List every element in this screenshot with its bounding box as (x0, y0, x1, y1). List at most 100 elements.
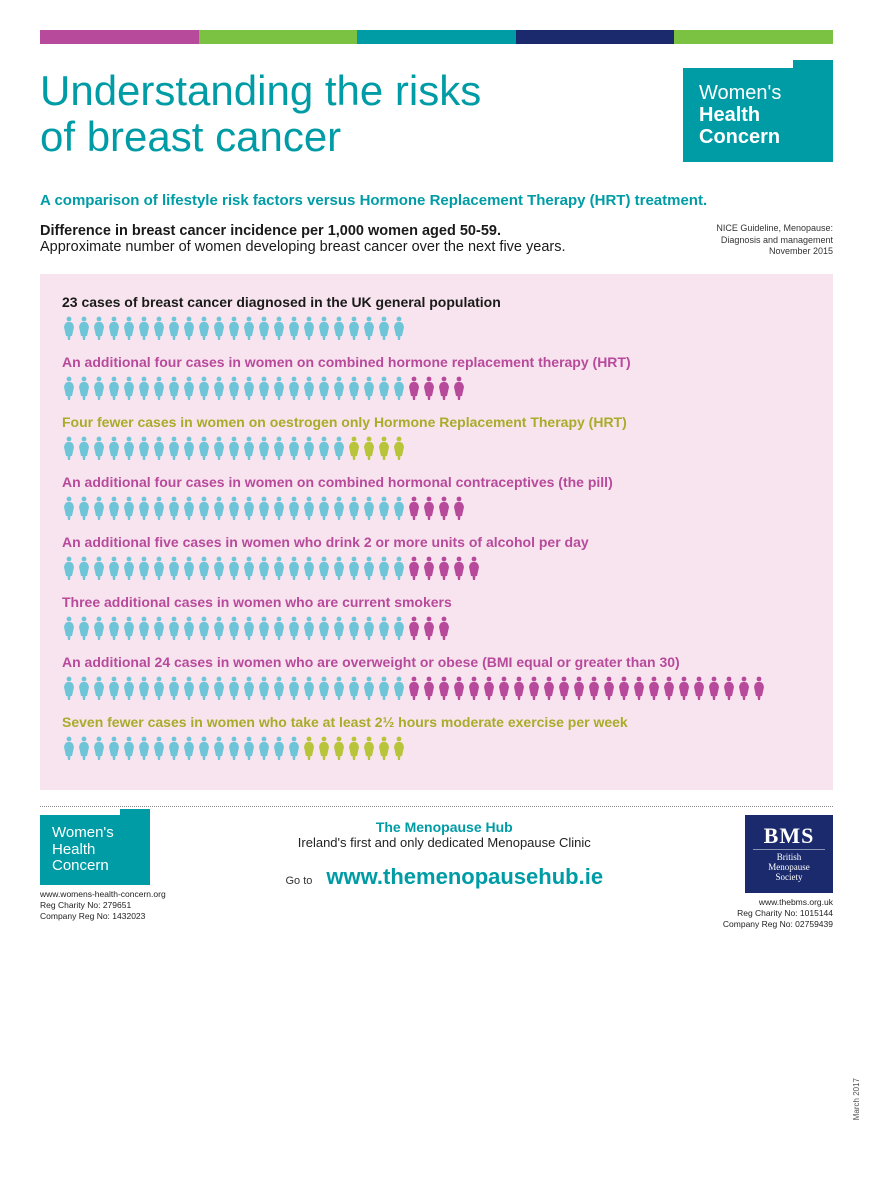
person-icon (227, 436, 241, 460)
person-icon (317, 496, 331, 520)
person-icon (302, 316, 316, 340)
person-icon (392, 676, 406, 700)
person-icon (257, 556, 271, 580)
person-icon (182, 316, 196, 340)
risk-row: Seven fewer cases in women who take at l… (62, 714, 811, 760)
risk-label: Four fewer cases in women on oestrogen o… (62, 414, 811, 430)
person-icon (512, 676, 526, 700)
risk-row: An additional five cases in women who dr… (62, 534, 811, 580)
person-icon (287, 556, 301, 580)
footer-bms: BMS British Menopause Society www.thebms… (723, 815, 833, 930)
person-icon (122, 316, 136, 340)
person-icon (92, 556, 106, 580)
person-icon (62, 616, 76, 640)
person-icon (137, 736, 151, 760)
person-icon (437, 676, 451, 700)
hub-title: The Menopause Hub (186, 819, 703, 835)
person-icon (407, 556, 421, 580)
person-icon (272, 676, 286, 700)
footer-divider (40, 806, 833, 807)
footer: Women's Health Concern www.womens-health… (40, 815, 833, 930)
risk-label: An additional four cases in women on com… (62, 354, 811, 370)
person-icon (197, 496, 211, 520)
person-icon (377, 676, 391, 700)
person-icon (77, 556, 91, 580)
hub-url: www.themenopausehub.ie (326, 864, 603, 890)
person-icon (392, 736, 406, 760)
person-icon (422, 676, 436, 700)
bms-url: www.thebms.org.uk (723, 897, 833, 908)
whc-charity: Reg Charity No: 279651 (40, 900, 166, 911)
person-icon (227, 736, 241, 760)
person-icon (137, 376, 151, 400)
person-icon (257, 676, 271, 700)
person-icon (152, 316, 166, 340)
person-icon (242, 316, 256, 340)
person-icon (272, 616, 286, 640)
person-icon (242, 496, 256, 520)
person-icon (302, 556, 316, 580)
person-icon (212, 556, 226, 580)
person-icon (587, 676, 601, 700)
person-icon (287, 616, 301, 640)
person-icon (317, 556, 331, 580)
person-icon (422, 376, 436, 400)
person-icon (227, 676, 241, 700)
risk-label: Three additional cases in women who are … (62, 594, 811, 610)
person-icon (392, 496, 406, 520)
footer-whc: Women's Health Concern www.womens-health… (40, 815, 166, 922)
person-icon (482, 676, 496, 700)
risk-icons (62, 736, 811, 760)
person-icon (392, 616, 406, 640)
whc-logo-small: Women's Health Concern (40, 815, 150, 885)
person-icon (167, 736, 181, 760)
person-icon (242, 736, 256, 760)
person-icon (167, 496, 181, 520)
person-icon (452, 556, 466, 580)
person-icon (272, 376, 286, 400)
person-icon (407, 616, 421, 640)
person-icon (347, 616, 361, 640)
title-line-1: Understanding the risks (40, 67, 481, 114)
person-icon (287, 436, 301, 460)
person-icon (122, 616, 136, 640)
person-icon (107, 676, 121, 700)
person-icon (242, 616, 256, 640)
person-icon (332, 736, 346, 760)
person-icon (467, 676, 481, 700)
person-icon (182, 376, 196, 400)
person-icon (302, 436, 316, 460)
person-icon (302, 736, 316, 760)
risk-row: An additional four cases in women on com… (62, 474, 811, 520)
person-icon (122, 436, 136, 460)
header-color-strip (40, 30, 833, 44)
risk-label: 23 cases of breast cancer diagnosed in t… (62, 294, 811, 310)
person-icon (422, 616, 436, 640)
person-icon (152, 616, 166, 640)
person-icon (62, 316, 76, 340)
person-icon (362, 736, 376, 760)
person-icon (572, 676, 586, 700)
person-icon (737, 676, 751, 700)
person-icon (137, 496, 151, 520)
subtitle: A comparison of lifestyle risk factors v… (40, 192, 833, 209)
person-icon (407, 496, 421, 520)
person-icon (362, 376, 376, 400)
person-icon (362, 676, 376, 700)
person-icon (167, 316, 181, 340)
risk-row: An additional 24 cases in women who are … (62, 654, 811, 700)
person-icon (377, 496, 391, 520)
person-icon (272, 736, 286, 760)
person-icon (77, 616, 91, 640)
person-icon (197, 616, 211, 640)
person-icon (377, 436, 391, 460)
person-icon (647, 676, 661, 700)
person-icon (92, 376, 106, 400)
person-icon (617, 676, 631, 700)
person-icon (62, 556, 76, 580)
person-icon (197, 376, 211, 400)
page-title: Understanding the risks of breast cancer (40, 68, 481, 160)
person-icon (152, 676, 166, 700)
person-icon (242, 556, 256, 580)
person-icon (167, 556, 181, 580)
